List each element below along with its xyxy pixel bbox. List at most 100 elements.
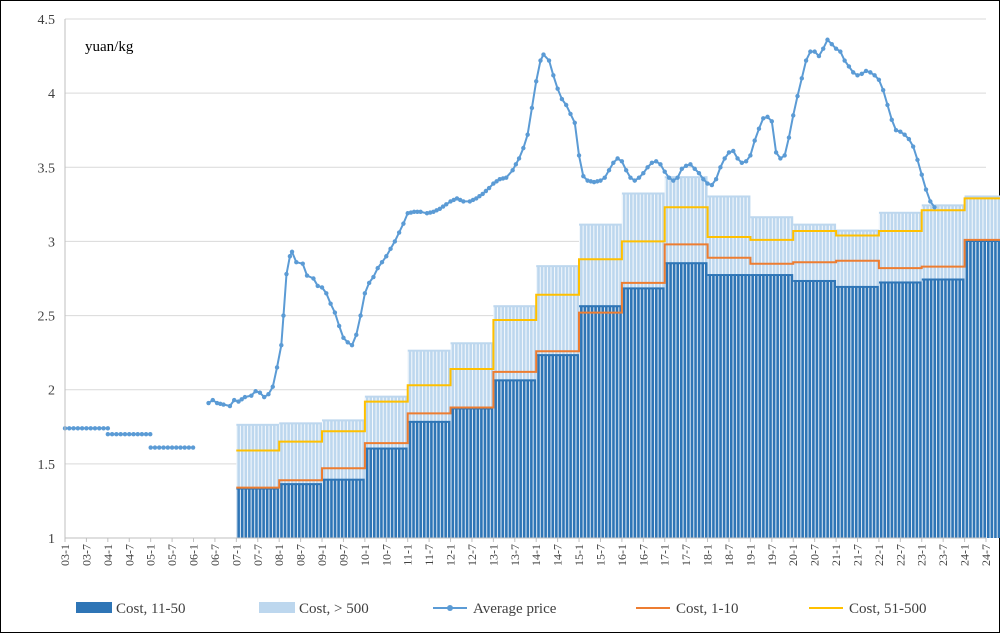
x-tick-label: 18-7 — [722, 544, 736, 566]
data-point — [602, 175, 607, 180]
data-point — [902, 132, 907, 137]
data-point — [178, 445, 183, 450]
x-tick-label: 07-7 — [251, 544, 265, 566]
data-point — [525, 132, 530, 137]
data-point — [92, 426, 98, 431]
data-point — [756, 126, 762, 131]
data-point — [541, 52, 546, 57]
x-tick-label: 05-7 — [165, 544, 179, 566]
data-point — [679, 166, 685, 171]
data-point — [284, 271, 289, 277]
x-tick-label: 13-1 — [486, 544, 500, 566]
data-point — [855, 73, 860, 78]
legend-label: Cost, 1-10 — [676, 601, 739, 617]
data-point — [649, 160, 655, 166]
data-point — [294, 259, 299, 265]
data-point — [778, 156, 783, 161]
data-point — [510, 168, 515, 173]
legend-label: Cost, > 500 — [299, 601, 369, 617]
data-point — [491, 181, 496, 186]
legend-label: Cost, 11-50 — [116, 601, 185, 617]
data-point — [232, 397, 237, 403]
x-tick-label: 18-1 — [701, 544, 715, 566]
x-tick-label: 23-1 — [915, 544, 929, 566]
data-point — [371, 274, 376, 280]
data-point — [833, 46, 839, 51]
x-tick-label: 16-1 — [615, 544, 629, 566]
x-tick-label: 19-7 — [765, 544, 779, 566]
data-point — [812, 49, 817, 54]
data-point — [726, 150, 732, 155]
data-point — [266, 391, 271, 397]
data-point — [366, 280, 372, 286]
y-tick-label: 1.5 — [38, 458, 56, 473]
x-tick-label: 05-1 — [144, 544, 158, 566]
axes: 1 1.5 2 2.5 3 3.5 4 4.5 03-1 03-7 04-1 04-7 05-1 05-7… — [38, 13, 994, 566]
x-tick-label: 10-1 — [358, 544, 372, 566]
data-point — [863, 68, 869, 74]
x-tick-label: 08-7 — [294, 544, 308, 566]
data-point — [358, 313, 363, 318]
data-point — [332, 310, 338, 315]
y-tick-label: 2.5 — [38, 310, 56, 325]
data-point — [105, 432, 111, 437]
data-point — [568, 111, 573, 117]
y-tick-label: 2 — [48, 384, 55, 399]
data-point — [186, 445, 192, 450]
x-tick-label: 19-1 — [743, 544, 757, 566]
data-point — [786, 135, 792, 140]
data-point — [696, 171, 702, 176]
data-point — [127, 432, 132, 437]
x-tick-label: 12-7 — [465, 544, 479, 566]
x-tick-label: 12-1 — [444, 544, 458, 566]
data-point — [418, 209, 423, 214]
data-point — [628, 175, 633, 180]
data-point — [623, 168, 629, 173]
data-point — [928, 199, 933, 204]
data-point — [722, 156, 727, 161]
data-point — [279, 343, 284, 348]
data-point — [494, 179, 499, 184]
data-point — [799, 76, 804, 81]
x-tick-label: 04-7 — [122, 544, 136, 566]
data-point — [315, 283, 320, 289]
x-tick-label: 22-7 — [893, 544, 907, 566]
x-tick-label: 16-7 — [636, 544, 650, 566]
data-point — [653, 159, 659, 164]
y-tick-label: 4 — [48, 87, 55, 102]
legend-marker — [447, 605, 453, 611]
data-point — [289, 249, 295, 255]
series-line — [236, 238, 1000, 489]
data-point — [868, 70, 873, 75]
data-point — [619, 159, 625, 164]
data-point — [474, 196, 479, 201]
data-point — [662, 169, 667, 174]
data-point — [906, 136, 912, 142]
data-point — [249, 393, 254, 398]
data-point — [765, 114, 770, 120]
data-point — [206, 400, 211, 406]
data-point — [743, 159, 749, 164]
data-point — [379, 259, 385, 265]
x-tick-label: 09-7 — [336, 544, 350, 566]
data-point — [401, 221, 406, 226]
data-point — [534, 79, 539, 84]
bars-cost-11-50 — [236, 239, 1000, 538]
data-point — [148, 445, 153, 450]
data-point — [718, 165, 723, 170]
data-point — [555, 86, 560, 91]
x-tick-label: 21-7 — [850, 544, 864, 566]
x-tick-label: 04-1 — [101, 544, 115, 566]
data-point — [645, 165, 650, 170]
data-point — [415, 209, 420, 214]
data-point — [440, 204, 446, 209]
data-point — [769, 119, 775, 124]
data-point — [885, 102, 890, 108]
x-tick-label: 03-1 — [58, 544, 72, 566]
data-point — [118, 432, 123, 437]
x-tick-label: 20-7 — [808, 544, 822, 566]
data-point — [701, 176, 706, 182]
data-point — [821, 46, 826, 51]
data-point — [683, 163, 689, 169]
data-point — [606, 168, 612, 173]
